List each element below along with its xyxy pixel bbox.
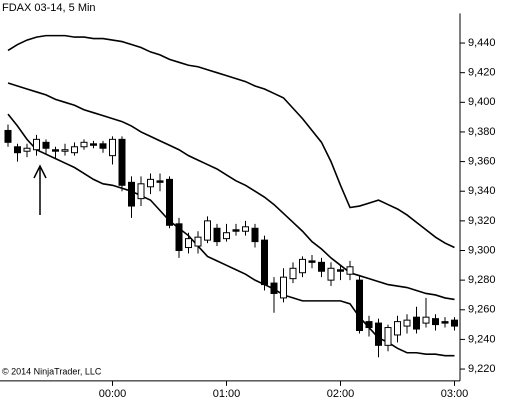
- candle-body: [242, 226, 249, 232]
- y-tick-label: 9,260: [468, 304, 496, 316]
- candle-body: [204, 220, 211, 241]
- candle-body: [394, 321, 401, 336]
- candle-body: [270, 282, 278, 294]
- x-tick-label: 03:00: [441, 388, 469, 400]
- copyright: © 2014 NinjaTrader, LLC: [2, 366, 102, 376]
- candle-body: [403, 319, 411, 327]
- x-tick-label: 01:00: [213, 388, 241, 400]
- candle-body: [175, 223, 183, 251]
- candle-body: [308, 260, 316, 263]
- y-tick-label: 9,300: [468, 244, 496, 256]
- y-tick-label: 9,320: [468, 215, 496, 227]
- band-line: [7, 34, 455, 249]
- candle-body: [318, 261, 325, 272]
- candle-body: [128, 181, 135, 207]
- candle-body: [280, 276, 287, 299]
- candle-body: [147, 178, 154, 188]
- candle-body: [52, 149, 59, 152]
- y-tick-label: 9,440: [468, 37, 496, 49]
- band-line: [7, 82, 455, 301]
- candle-body: [251, 227, 259, 243]
- candle-body: [384, 327, 392, 346]
- chart-title: FDAX 03-14, 5 Min: [2, 2, 96, 14]
- candle-body: [356, 279, 363, 332]
- candle-body: [23, 147, 31, 152]
- candle-body: [194, 236, 202, 247]
- arrow-head: [33, 164, 47, 179]
- y-tick-label: 9,400: [468, 96, 496, 108]
- candle-body: [4, 129, 12, 143]
- y-tick-label: 9,340: [468, 185, 496, 197]
- x-tick-label: 00:00: [99, 388, 127, 400]
- candle-body: [365, 321, 373, 329]
- candle-body: [14, 146, 21, 154]
- candle-body: [90, 143, 97, 146]
- candle-body: [432, 318, 439, 326]
- candle-body: [80, 141, 88, 148]
- candle-body: [413, 316, 420, 330]
- candle-body: [261, 239, 268, 286]
- candle-body: [299, 258, 306, 274]
- candle-body: [346, 266, 354, 275]
- candle-body: [137, 183, 145, 200]
- candle-body: [441, 321, 449, 324]
- y-tick-label: 9,380: [468, 126, 496, 138]
- candle-body: [232, 229, 240, 232]
- candle-body: [71, 146, 78, 154]
- candle-body: [156, 180, 164, 183]
- y-tick-label: 9,420: [468, 67, 496, 79]
- candle-body: [33, 138, 40, 151]
- candle-body: [375, 322, 382, 346]
- candle-body: [289, 267, 297, 280]
- candle-body: [422, 316, 430, 324]
- candle-body: [99, 143, 107, 149]
- candle-body: [451, 319, 458, 327]
- y-tick-label: 9,360: [468, 155, 496, 167]
- candle-body: [213, 227, 221, 243]
- y-tick-label: 9,280: [468, 274, 496, 286]
- candle-body: [61, 149, 69, 152]
- candle-body: [185, 238, 192, 249]
- candle-body: [223, 232, 230, 240]
- candle-body: [109, 138, 116, 157]
- x-tick-label: 02:00: [327, 388, 355, 400]
- y-tick-label: 9,220: [468, 363, 496, 375]
- candle-body: [118, 138, 126, 186]
- candle-body: [166, 178, 173, 226]
- candle-body: [337, 269, 344, 272]
- y-tick-label: 9,240: [468, 333, 496, 345]
- candle-body: [42, 141, 50, 149]
- candle-body: [327, 267, 335, 281]
